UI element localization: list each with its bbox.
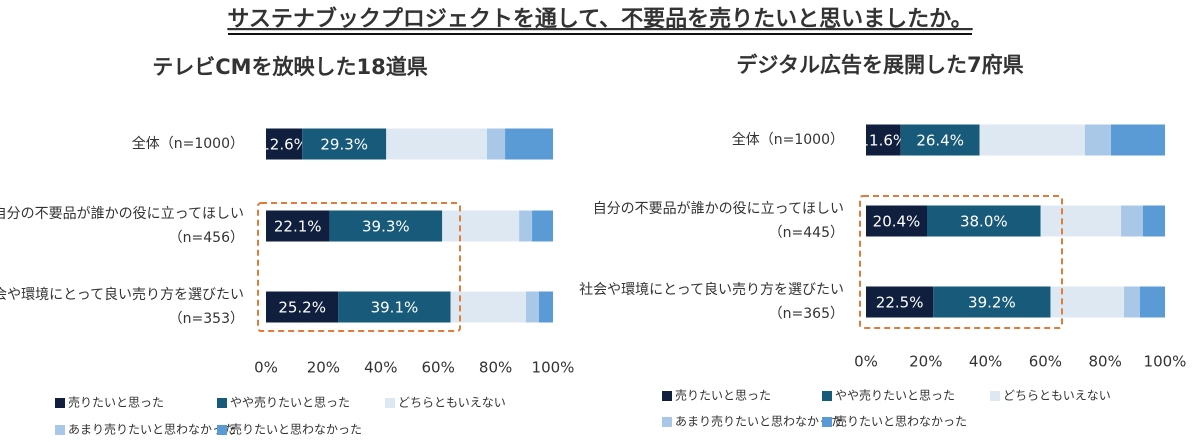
category-label: （n=353） (169, 311, 244, 327)
category-label: 社会や環境にとって良い売り方を選びたい (579, 282, 844, 298)
bar-segment (486, 128, 506, 160)
chart-title: デジタル広告を展開した7府県 (736, 53, 1023, 77)
legend-label: 売りたいと思った (675, 388, 771, 403)
x-tick-label: 0% (254, 359, 278, 377)
bar-segment (266, 291, 339, 323)
bar-segment (266, 210, 330, 242)
legend-label: あまり売りたいと思わなかった (675, 414, 843, 429)
data-label: 39.2% (968, 294, 1016, 312)
bar-segment (866, 124, 901, 156)
bar-segment (979, 124, 1085, 156)
bar-segment (933, 286, 1051, 318)
x-tick-label: 80% (1089, 353, 1122, 371)
bar-segment (526, 291, 539, 323)
x-tick-label: 100% (532, 359, 575, 377)
bar-segment (1139, 286, 1165, 318)
legend-swatch (55, 398, 65, 408)
bar-segment (329, 210, 443, 242)
data-label: 29.3% (320, 136, 368, 154)
bar-segment (519, 210, 533, 242)
bar-segment (900, 124, 980, 156)
x-tick-label: 0% (854, 353, 878, 371)
category-label: 全体（n=1000） (132, 135, 244, 152)
bar-segment (1084, 124, 1111, 156)
legend-label: あまり売りたいと思わなかった (68, 422, 236, 437)
category-label: （n=445） (769, 225, 844, 241)
data-label: 39.1% (371, 299, 419, 317)
x-tick-label: 20% (307, 359, 340, 377)
legend-swatch (822, 417, 832, 427)
x-tick-label: 80% (479, 359, 512, 377)
data-label: 22.5% (876, 294, 924, 312)
category-label: 自分の不要品が誰かの役に立ってほしい (593, 201, 844, 217)
data-label: 25.2% (278, 299, 326, 317)
category-label: （n=456） (169, 230, 244, 246)
category-label: 自分の不要品が誰かの役に立ってほしい (0, 206, 244, 222)
bar-segment (866, 286, 934, 318)
legend-swatch (990, 391, 1000, 401)
chart-title: テレビCMを放映した18道県 (152, 55, 428, 79)
category-label: 全体（n=1000） (732, 131, 844, 148)
bar-segment (266, 128, 303, 160)
legend-swatch (662, 417, 672, 427)
legend-swatch (217, 398, 227, 408)
x-tick-label: 60% (1029, 353, 1062, 371)
legend-label: 売りたいと思わなかった (230, 422, 362, 437)
x-tick-label: 40% (364, 359, 397, 377)
legend-label: どちらともいえない (1003, 389, 1111, 403)
bar-segment (386, 128, 487, 160)
x-tick-label: 40% (969, 353, 1002, 371)
category-label: 社会や環境にとって良い売り方を選びたい (0, 287, 244, 303)
bar-segment (1110, 124, 1165, 156)
legend-swatch (822, 391, 832, 401)
bar-segment (302, 128, 387, 160)
legend-label: やや売りたいと思った (835, 388, 955, 403)
bar-segment (532, 210, 553, 242)
bar-segment (1124, 286, 1140, 318)
category-label: （n=365） (769, 306, 844, 322)
data-label: 11.6% (860, 132, 908, 150)
bar-segment (866, 205, 927, 237)
data-label: 39.3% (362, 218, 410, 236)
x-tick-label: 60% (422, 359, 455, 377)
legend-label: 売りたいと思った (68, 395, 164, 410)
data-label: 22.1% (274, 218, 322, 236)
bar-segment (505, 128, 553, 160)
bar-segment (1142, 205, 1165, 237)
bar-segment (442, 210, 520, 242)
legend-swatch (55, 425, 65, 435)
page-title: サステナブックプロジェクトを通して、不要品を売りたいと思いましたか。 (227, 6, 972, 32)
legend-swatch (385, 398, 395, 408)
bar-segment (538, 291, 553, 323)
data-label: 26.4% (916, 132, 964, 150)
bar-segment (450, 291, 527, 323)
x-tick-label: 20% (909, 353, 942, 371)
legend-swatch (217, 425, 227, 435)
legend-label: 売りたいと思わなかった (835, 414, 967, 429)
data-label: 38.0% (960, 213, 1008, 231)
x-tick-label: 100% (1144, 353, 1187, 371)
highlight-box (257, 202, 461, 332)
legend-label: やや売りたいと思った (230, 395, 350, 410)
bar-segment (1121, 205, 1143, 237)
legend-swatch (662, 391, 672, 401)
bar-segment (338, 291, 451, 323)
bar-segment (926, 205, 1041, 237)
highlight-box (859, 195, 1063, 329)
legend-label: どちらともいえない (398, 396, 506, 410)
bar-segment (1040, 205, 1122, 237)
data-label: 20.4% (873, 213, 921, 231)
data-label: 12.6% (260, 136, 308, 154)
